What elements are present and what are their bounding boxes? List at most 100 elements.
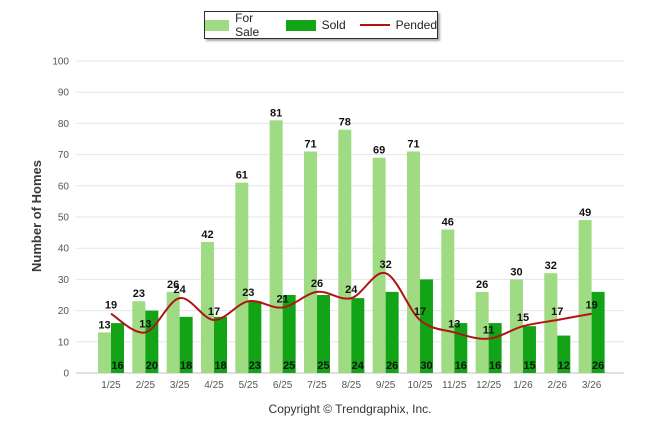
bars [98,120,605,373]
label-sold: 26 [386,360,398,372]
bar-for-sale [98,332,111,373]
bar-for-sale [509,279,523,373]
label-pended: 23 [242,287,254,299]
y-tick-label: 40 [58,244,70,255]
label-sold: 15 [523,360,535,372]
label-for-sale: 30 [510,266,522,278]
bar-for-sale [338,129,352,373]
bar-for-sale [200,241,214,373]
bar-for-sale [235,182,249,373]
legend-swatch-sold [285,19,316,31]
bar-for-sale [406,151,420,373]
x-tick-label: 3/25 [170,380,190,391]
legend-item-for-sale[interactable]: For Sale [205,11,272,39]
label-pended: 13 [448,318,460,330]
label-pended: 19 [585,300,597,312]
legend-swatch-pended [359,24,390,26]
label-for-sale: 61 [236,170,248,182]
pended-line [110,272,592,340]
y-tick-label: 70 [58,150,70,161]
legend-swatch-for-sale [205,19,230,31]
bar-sold [316,295,330,373]
bar-sold [522,326,536,373]
label-pended: 26 [311,278,323,290]
y-axis-title: Number of Homes [29,160,44,272]
label-sold: 16 [455,360,467,372]
label-pended: 24 [345,284,358,296]
label-pended: 32 [380,259,392,271]
bar-sold [385,291,399,373]
x-tick-label: 2/26 [548,380,568,391]
legend-label-for-sale: For Sale [235,11,260,39]
x-tick-label: 5/25 [239,380,259,391]
label-sold: 18 [180,360,192,372]
bar-for-sale [303,151,317,373]
label-sold: 16 [111,360,123,372]
label-sold: 24 [352,360,365,372]
label-for-sale: 13 [98,319,110,331]
x-tick-label: 4/25 [204,380,224,391]
label-pended: 13 [139,318,151,330]
bar-for-sale [269,120,283,373]
x-tick-label: 10/25 [407,380,432,391]
bar-for-sale [372,157,386,373]
label-sold: 16 [489,360,501,372]
legend-item-pended[interactable]: Pended [359,18,437,32]
label-for-sale: 71 [407,138,419,150]
bar-sold [111,323,124,373]
data-labels: 13 23 26 42 61 81 71 78 69 71 46 26 30 32 49 16 20 18 18 23… [98,107,604,372]
label-sold: 26 [592,360,604,372]
label-for-sale: 49 [579,207,591,219]
legend-label-sold: Sold [321,18,346,32]
label-for-sale: 69 [373,145,385,157]
bar-sold [351,298,365,373]
x-tick-label: 6/25 [273,380,293,391]
bar-sold [248,301,262,373]
label-for-sale: 81 [270,107,282,119]
axes: 0 10 20 30 40 50 60 70 80 90 100 1/25 2/25 3/25 4/25 5/… [52,57,601,392]
bar-for-sale [544,273,558,373]
label-pended: 19 [105,300,117,312]
y-tick-label: 30 [58,275,70,286]
bar-sold [591,291,605,373]
x-tick-label: 3/26 [582,380,602,391]
x-tick-label: 12/25 [476,380,501,391]
label-pended: 24 [174,284,187,296]
line-pended [110,272,592,340]
y-tick-label: 10 [58,337,70,348]
label-pended: 17 [208,306,220,318]
label-pended: 17 [414,306,426,318]
y-tick-label: 0 [63,369,69,380]
label-sold: 12 [558,360,570,372]
bar-sold [179,316,193,373]
label-pended: 15 [517,312,529,324]
x-tick-label: 7/25 [307,380,327,391]
y-tick-label: 60 [58,181,70,192]
x-tick-label: 1/25 [101,380,121,391]
y-tick-label: 100 [52,57,69,68]
x-tick-label: 8/25 [342,380,362,391]
y-tick-label: 90 [58,88,70,99]
legend-label-pended: Pended [395,18,437,32]
y-tick-label: 20 [58,306,70,317]
bar-sold [282,295,296,373]
label-for-sale: 26 [476,279,488,291]
label-pended: 17 [551,306,563,318]
bar-for-sale [166,291,180,373]
y-tick-label: 50 [58,213,70,224]
label-for-sale: 46 [442,216,454,228]
bar-sold [419,279,433,373]
label-sold: 30 [420,360,432,372]
bar-for-sale [578,220,592,373]
legend-item-sold[interactable]: Sold [285,18,346,32]
label-sold: 25 [283,360,295,372]
label-for-sale: 23 [133,288,145,300]
bar-for-sale [475,291,489,373]
label-for-sale: 71 [304,138,316,150]
label-pended: 11 [483,325,495,337]
label-for-sale: 78 [339,117,351,129]
copyright-text: Copyright © Trendgraphix, Inc. [269,402,432,416]
x-tick-label: 1/26 [513,380,533,391]
bar-sold [213,316,227,373]
